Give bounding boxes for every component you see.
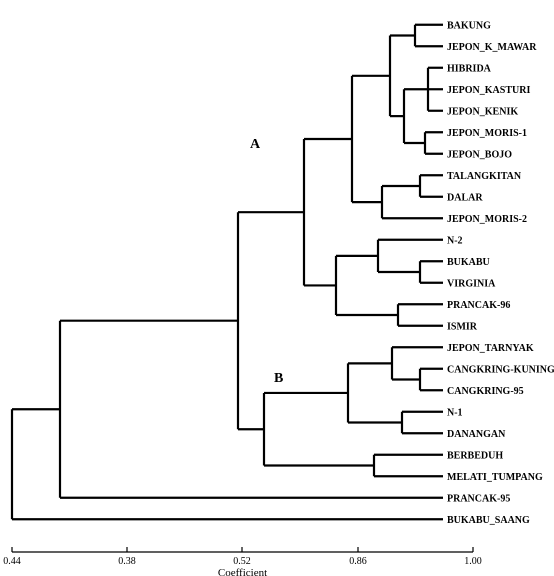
- leaf-label: BERBEDUH: [447, 450, 503, 461]
- leaf-label: BUKABU: [447, 257, 490, 268]
- leaf-label: JEPON_MORIS-1: [447, 128, 527, 139]
- leaf-label: DALAR: [447, 192, 483, 203]
- leaf-label: JEPON_KENIK: [447, 106, 518, 117]
- axis-tick-label: 0.44: [3, 556, 21, 567]
- leaf-label: VIRGINIA: [447, 278, 496, 289]
- leaf-label: JEPON_KASTURI: [447, 85, 530, 96]
- axis-tick-label: 0.52: [233, 556, 251, 567]
- axis-tick-label: 0.86: [349, 556, 367, 567]
- axis-tick-label: 1.00: [464, 556, 482, 567]
- leaf-label: N-1: [447, 407, 463, 418]
- leaf-label: JEPON_MORIS-2: [447, 214, 527, 225]
- leaf-label: DANANGAN: [447, 429, 506, 440]
- leaf-label: PRANCAK-95: [447, 493, 510, 504]
- leaf-label: CANGKRING-KUNING: [447, 364, 554, 375]
- leaf-label: N-2: [447, 235, 463, 246]
- leaf-label: JEPON_K_MAWAR: [447, 42, 537, 53]
- leaf-label: TALANGKITAN: [447, 171, 522, 182]
- axis-tick-label: 0.38: [118, 556, 136, 567]
- leaf-label: ISMIR: [447, 321, 478, 332]
- axis-title: Coefficient: [218, 567, 267, 576]
- leaf-label: HIBRIDA: [447, 63, 492, 74]
- leaf-label: PRANCAK-96: [447, 300, 510, 311]
- cluster-label: A: [250, 137, 261, 152]
- dendrogram: BAKUNG JEPON_K_MAWAR HIBRIDA JEPON_KASTURI J…: [0, 0, 554, 576]
- leaf-label: CANGKRING-95: [447, 386, 524, 397]
- cluster-label: B: [274, 371, 283, 386]
- leaf-label: JEPON_BOJO: [447, 149, 512, 160]
- leaf-label: MELATI_TUMPANG: [447, 472, 543, 483]
- leaf-label: JEPON_TARNYAK: [447, 343, 534, 354]
- leaf-label: BAKUNG: [447, 20, 491, 31]
- leaf-label: BUKABU_SAANG: [447, 515, 530, 526]
